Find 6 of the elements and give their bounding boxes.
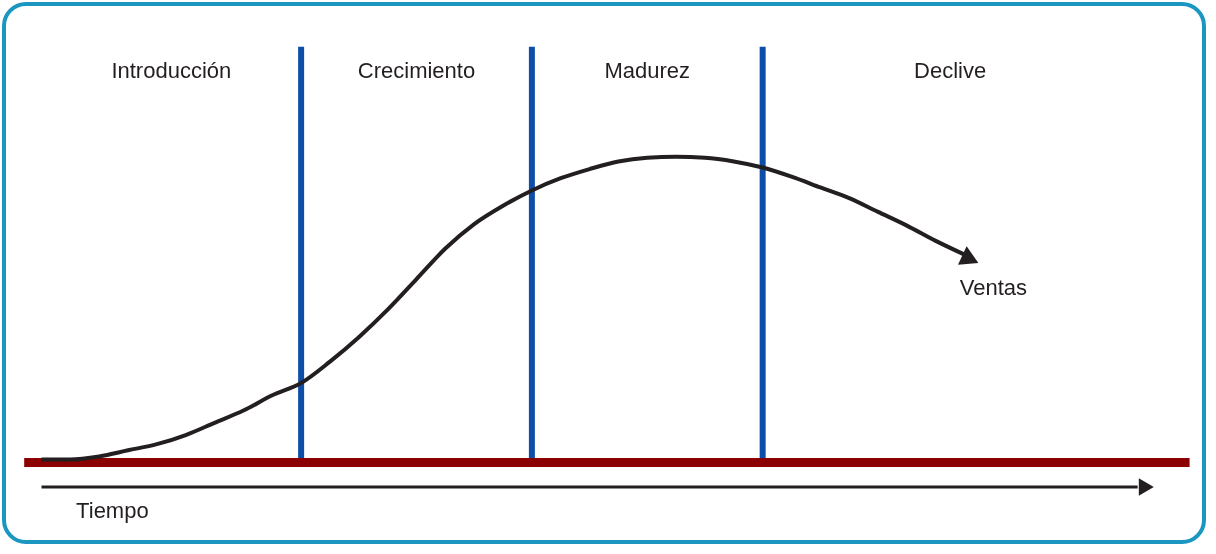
- text: Introducción: [111, 58, 232, 84]
- text: Declive: [914, 58, 987, 84]
- text: Madurez: [604, 58, 691, 84]
- x-axis-title: Tiempo: [76, 498, 149, 524]
- series-label: Ventas: [959, 275, 1028, 301]
- text: Crecimiento: [357, 58, 476, 84]
